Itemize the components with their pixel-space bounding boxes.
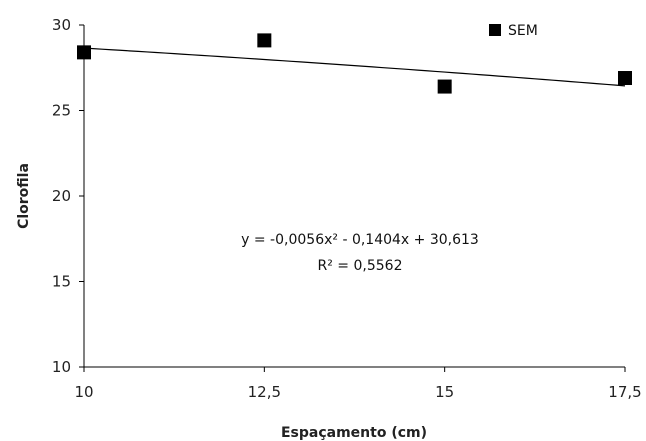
ticks — [79, 24, 626, 372]
axes — [83, 25, 625, 368]
x-tick-label: 12,5 — [248, 383, 281, 401]
trendline — [83, 47, 626, 87]
x-tick-label: 15 — [435, 383, 454, 401]
legend-marker — [489, 24, 501, 36]
trendline-equation: y = -0,0056x² - 0,1404x + 30,613 — [241, 232, 479, 248]
data-points — [77, 33, 632, 94]
y-tick-label: 20 — [52, 187, 71, 205]
data-point — [618, 71, 632, 86]
tick-labels: 10 15 20 25 30 10 12,5 15 17,5 — [52, 16, 642, 401]
y-tick-label: 15 — [52, 273, 71, 291]
legend-label: SEM — [508, 23, 538, 39]
y-tick-label: 25 — [52, 102, 71, 120]
x-axis-title: Espaçamento (cm) — [281, 425, 427, 441]
x-tick-label: 17,5 — [608, 383, 641, 401]
data-point — [77, 45, 91, 60]
legend: SEM — [489, 23, 538, 39]
y-tick-label: 30 — [52, 16, 71, 34]
x-tick-label: 10 — [74, 383, 93, 401]
r-squared-label: R² = 0,5562 — [318, 258, 403, 274]
data-point — [437, 79, 452, 94]
y-tick-label: 10 — [52, 358, 71, 376]
y-axis-title: Clorofila — [16, 163, 32, 229]
data-point — [257, 33, 272, 48]
